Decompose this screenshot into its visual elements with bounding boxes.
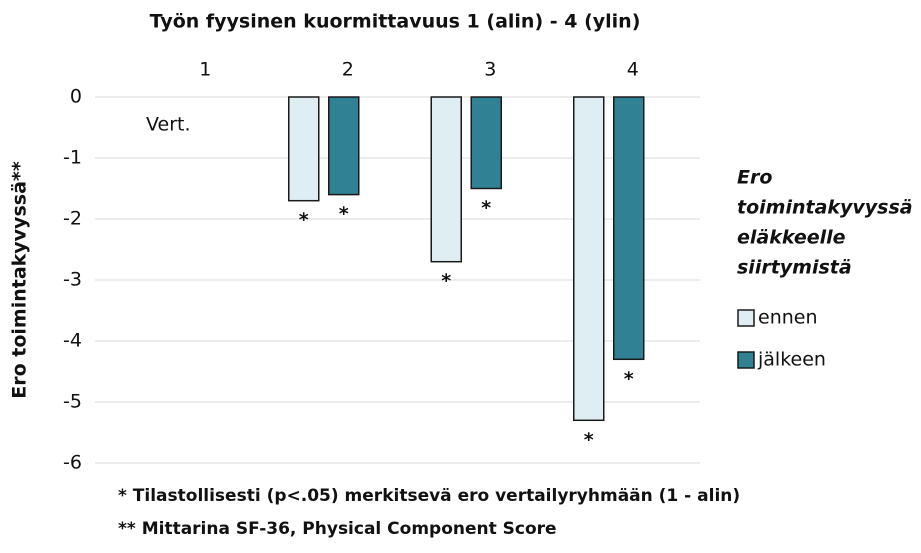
x-tick-label: 4 (627, 59, 639, 81)
significance-marker: * (481, 197, 491, 219)
bar (430, 96, 462, 263)
bar (470, 96, 502, 190)
legend-title: toimintakyvyssä (737, 197, 913, 219)
y-axis-label: Ero toimintakyvyssä** (9, 161, 31, 399)
significance-marker: * (299, 209, 309, 231)
legend-swatch (737, 309, 755, 327)
significance-marker: * (339, 203, 349, 225)
significance-marker: * (624, 368, 634, 390)
footnote: ** Mittarina SF-36, Physical Component S… (118, 519, 557, 539)
significance-marker: * (441, 270, 451, 292)
y-tick-label: -1 (63, 147, 82, 169)
y-tick-label: 0 (70, 86, 82, 108)
legend-title: Ero (737, 167, 772, 189)
significance-marker: * (584, 429, 594, 451)
legend-title: siirtymistä (737, 257, 852, 279)
y-tick-label: -2 (63, 208, 82, 230)
legend-label: ennen (758, 307, 818, 329)
bar (288, 96, 320, 202)
x-tick-label: 1 (199, 59, 211, 81)
footnote: * Tilastollisesti (p<.05) merkitsevä ero… (118, 486, 740, 506)
y-tick-label: -6 (63, 452, 82, 474)
bar (573, 96, 605, 422)
x-tick-label: 3 (484, 59, 496, 81)
annotation: Vert. (146, 114, 191, 136)
bar (613, 96, 645, 361)
legend-swatch (737, 351, 755, 369)
legend-title: eläkkeelle (737, 227, 846, 249)
chart-title: Työn fyysinen kuormittavuus 1 (alin) - 4… (150, 11, 641, 33)
bar (328, 96, 360, 196)
y-tick-label: -3 (63, 269, 82, 291)
y-tick-label: -4 (63, 330, 82, 352)
x-tick-label: 2 (342, 59, 354, 81)
legend-label: jälkeen (757, 349, 826, 371)
y-tick-label: -5 (63, 391, 82, 413)
